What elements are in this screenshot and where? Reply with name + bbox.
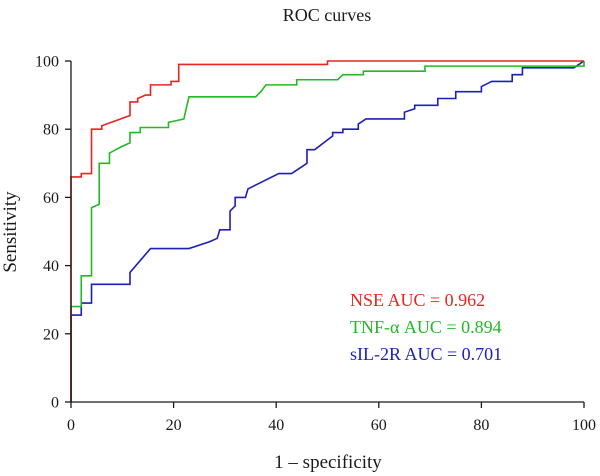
x-axis-ticks: 0 20 40 60 80 100 <box>67 402 596 434</box>
x-tick-label: 20 <box>166 417 182 434</box>
y-tick-label: 60 <box>43 190 59 207</box>
x-tick-label: 40 <box>268 417 284 434</box>
x-tick-label: 60 <box>371 417 387 434</box>
plot-lines <box>70 60 585 402</box>
series-line-nse <box>70 60 584 402</box>
y-tick-label: 20 <box>43 326 59 343</box>
y-tick-label: 100 <box>35 54 59 71</box>
y-tick-label: 0 <box>51 395 59 412</box>
x-tick-label: 80 <box>473 417 489 434</box>
legend-entry-tnf: TNF-α AUC = 0.894 <box>350 317 502 337</box>
x-axis-label: 1 – specificity <box>274 452 382 473</box>
chart-title: ROC curves <box>283 5 372 25</box>
x-tick-label: 100 <box>572 417 596 434</box>
legend-entry-sil-2r: sIL-2R AUC = 0.701 <box>350 344 502 364</box>
legend: NSE AUC = 0.962 TNF-α AUC = 0.894 sIL-2R A… <box>350 290 502 364</box>
y-axis-label: Sensitivity <box>0 191 21 273</box>
y-axis-ticks: 0 20 40 60 80 100 <box>35 54 71 412</box>
y-tick-label: 40 <box>43 258 59 275</box>
legend-entry-nse: NSE AUC = 0.962 <box>350 290 485 310</box>
y-tick-label: 80 <box>43 122 59 139</box>
series-line-tnf <box>70 61 585 402</box>
x-tick-label: 0 <box>67 417 75 434</box>
series-line-sil-2r <box>70 60 585 402</box>
